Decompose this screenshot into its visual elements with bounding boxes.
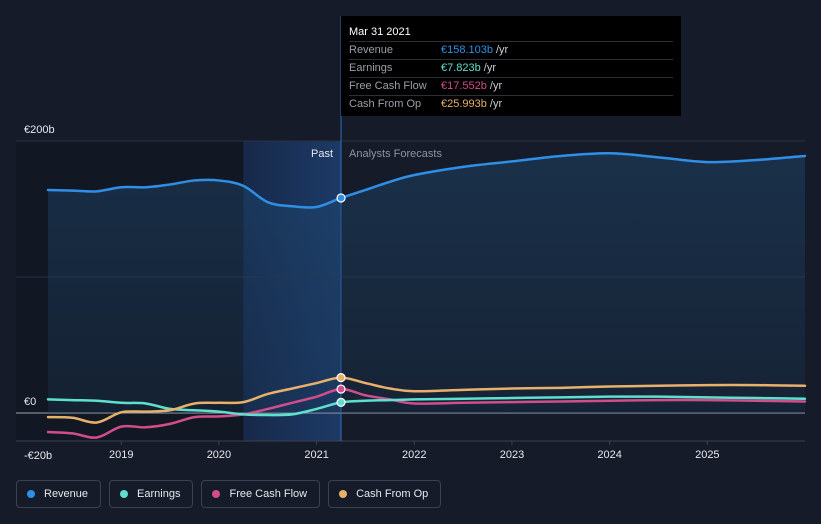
legend-dot-icon (212, 490, 221, 498)
legend-label: Free Cash Flow (229, 488, 308, 500)
tooltip-row-revenue: Revenue €158.103b /yr (349, 41, 673, 59)
legend-dot-icon (339, 490, 348, 498)
tooltip-value: €25.993b (441, 98, 487, 110)
legend-label: Revenue (44, 488, 89, 500)
legend-item-earnings[interactable]: Earnings (109, 480, 194, 508)
tooltip-unit: /yr (489, 98, 503, 110)
legend-dot-icon (120, 490, 129, 498)
forecast-label: Analysts Forecasts (349, 148, 442, 160)
marker-cash-from-op (336, 373, 346, 383)
chart-svg: €200b €0 -€20b 2019 2020 2021 2022 2023 2024 2025… (16, 16, 807, 462)
y-axis-label: -€20b (24, 450, 52, 462)
tooltip-unit: /yr (496, 44, 509, 56)
tooltip-date: Mar 31 2021 (349, 26, 411, 38)
legend-dot-icon (27, 490, 35, 498)
tooltip-value: €17.552b (441, 80, 487, 92)
marker-free-cash-flow (336, 384, 346, 394)
legend-label: Cash From Op (356, 488, 429, 500)
past-label: Past (311, 148, 333, 160)
marker-earnings (336, 397, 346, 407)
legend-item-cash-from-op[interactable]: Cash From Op (328, 480, 442, 508)
revenue-area (48, 153, 805, 414)
legend-label: Earnings (137, 488, 181, 500)
chart-area: €200b €0 -€20b 2019 2020 2021 2022 2023 2024 2025… (16, 16, 807, 462)
marker-revenue (336, 193, 346, 203)
series-line-earnings (46, 395, 807, 417)
y-axis-label: €0 (24, 396, 36, 408)
tooltip-row-cash-from-op: Cash From Op €25.993b /yr (349, 95, 673, 113)
x-axis-label: 2019 (109, 449, 133, 461)
x-axis-label: 2023 (500, 449, 524, 461)
tooltip-value: €158.103b (441, 44, 493, 56)
legend-item-revenue[interactable]: Revenue (16, 480, 102, 508)
x-axis-label: 2021 (304, 449, 328, 461)
tooltip-label: Revenue (349, 44, 394, 56)
legend-item-free-cash-flow[interactable]: Free Cash Flow (201, 480, 321, 508)
tooltip-row-earnings: Earnings €7.823b /yr (349, 59, 673, 77)
tooltip-value: €7.823b (441, 62, 481, 74)
x-axis-label: 2025 (695, 449, 719, 461)
series-line-cash-from-op (46, 376, 807, 424)
tooltip-unit: /yr (489, 80, 503, 92)
x-axis-label: 2020 (207, 449, 231, 461)
tooltip-label: Cash From Op (349, 98, 422, 110)
series-line-free-cash-flow (46, 387, 807, 439)
tooltip-row-free-cash-flow: Free Cash Flow €17.552b /yr (349, 77, 673, 95)
x-axis-label: 2024 (597, 449, 621, 461)
tooltip-label: Earnings (349, 62, 393, 74)
series-line-revenue (46, 151, 807, 209)
x-axis-label: 2022 (402, 449, 426, 461)
legend: Revenue Earnings Free Cash Flow Cash Fro… (16, 480, 442, 508)
tooltip: Mar 31 2021 Revenue €158.103b /yr Earnin… (341, 16, 681, 116)
y-axis-label: €200b (24, 124, 55, 136)
tooltip-label: Free Cash Flow (349, 80, 427, 92)
tooltip-unit: /yr (483, 62, 496, 74)
